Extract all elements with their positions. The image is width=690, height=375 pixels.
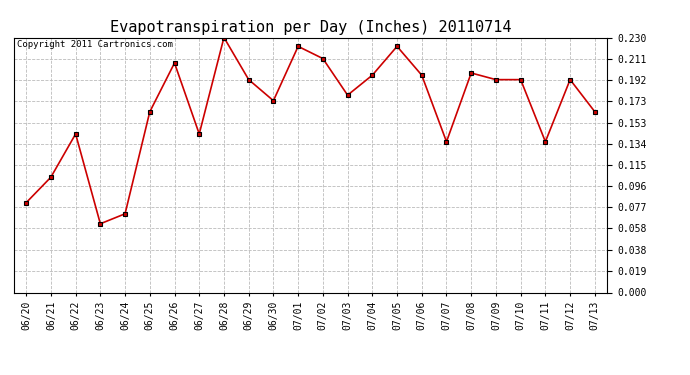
Title: Evapotranspiration per Day (Inches) 20110714: Evapotranspiration per Day (Inches) 2011…: [110, 20, 511, 35]
Text: Copyright 2011 Cartronics.com: Copyright 2011 Cartronics.com: [17, 40, 172, 49]
